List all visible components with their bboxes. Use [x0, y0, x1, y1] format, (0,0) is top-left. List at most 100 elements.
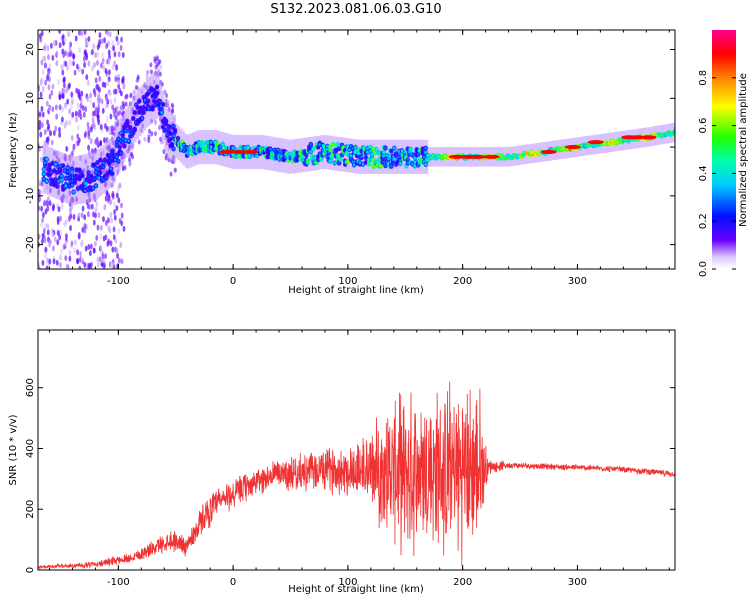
- spectrogram-cell: [152, 88, 156, 92]
- spectrogram-cell: [366, 146, 369, 150]
- spectrogram-cell: [176, 136, 180, 140]
- spectrogram-cell: [92, 43, 96, 50]
- spectrogram-cell: [173, 167, 177, 173]
- spectrogram-cell: [38, 124, 42, 131]
- spectrogram-cell: [424, 150, 428, 154]
- spectrogram-cell: [87, 125, 90, 132]
- spectrogram-cell: [89, 138, 93, 145]
- spectrogram-cell: [203, 148, 207, 152]
- spectrogram-cell: [119, 241, 123, 248]
- spectrogram-cell: [171, 103, 175, 109]
- spectrogram-cell: [89, 98, 93, 105]
- spectrogram-cell: [70, 103, 73, 110]
- spectrogram-cell: [205, 145, 208, 148]
- spectrogram-cell: [39, 91, 43, 98]
- spectrogram-cell: [160, 139, 164, 145]
- snr-x-tick-label: 0: [230, 577, 236, 588]
- spectrogram-cell: [373, 139, 376, 174]
- spectrogram-cell: [44, 79, 47, 86]
- spectrogram-cell: [416, 152, 420, 156]
- spectrogram-cell: [327, 154, 331, 157]
- spectrogram-cell: [42, 168, 46, 171]
- spectrogram-cell: [78, 94, 82, 101]
- spectrogram-cell: [87, 133, 91, 140]
- snr-y-axis-label: SNR (10 * v/v): [8, 414, 19, 485]
- spectrogram-cell: [67, 30, 71, 37]
- spectrogram-cell: [62, 244, 66, 251]
- spectrogram-cell: [114, 120, 118, 126]
- spectrogram-cell: [84, 106, 88, 113]
- spectrogram-cell: [87, 36, 91, 43]
- spectrogram-cell: [83, 214, 87, 221]
- spectrogram-cell: [117, 197, 121, 204]
- spectrogram-cell: [55, 60, 59, 67]
- spectrogram-cell: [102, 64, 106, 71]
- spectrogram-cell: [71, 111, 75, 118]
- spectrogram-cell: [128, 126, 132, 129]
- spectrogram-cell: [99, 233, 103, 240]
- spectrogram-cell: [105, 196, 109, 202]
- spectrogram-cell: [87, 174, 90, 178]
- spectrogram-cell: [63, 82, 66, 89]
- spectrogram-cell: [309, 150, 313, 154]
- spectrogram-cell: [102, 178, 105, 182]
- spectrogram-cell: [85, 74, 89, 81]
- spectrogram-cell: [104, 220, 108, 227]
- spectrogram-cell: [64, 176, 68, 180]
- spectrogram-cell: [61, 164, 65, 168]
- spectrogram-cell: [122, 225, 126, 232]
- spectrogram-cell: [50, 139, 54, 146]
- spectrogram-cell: [64, 60, 68, 67]
- spectrogram-cell: [150, 74, 153, 124]
- spectrogram-cell: [98, 32, 102, 39]
- spectrogram-cell: [94, 77, 98, 84]
- spectrogram-cell: [74, 239, 77, 246]
- spectrogram-cell: [63, 50, 67, 57]
- spectrogram-cell: [267, 151, 271, 155]
- spectrogram-cell: [321, 148, 325, 152]
- spectrogram-cell: [159, 64, 163, 70]
- spectrogram-cell: [121, 133, 125, 137]
- spectrogram-cell: [390, 149, 393, 153]
- spectrogram-cell: [60, 248, 63, 255]
- spectrogram-cell: [369, 145, 372, 149]
- spectrogram-cell: [360, 155, 363, 159]
- spectrogram-cell: [111, 40, 115, 47]
- spectrogram-cell: [77, 108, 81, 115]
- spectrogram-cell: [361, 162, 365, 166]
- spectrogram-cell: [122, 83, 126, 90]
- spectrogram-cell: [76, 102, 80, 109]
- spectrogram-cell: [121, 51, 125, 58]
- spectrogram-cell: [108, 125, 112, 131]
- spectrogram-cell: [47, 84, 51, 91]
- spectrogram-cell: [114, 237, 118, 244]
- spectrogram-cell: [171, 108, 175, 114]
- spectrogram-cell: [54, 162, 57, 166]
- spectrogram-cell: [46, 257, 49, 264]
- spectrogram-cell: [293, 151, 296, 155]
- spectrogram-cell: [137, 139, 141, 145]
- spectrogram-cell: [105, 176, 108, 180]
- spectrogram-cell: [54, 125, 58, 132]
- spectrogram-cell: [84, 245, 88, 252]
- spectrogram-cell: [99, 245, 103, 252]
- spectrogram-cell: [351, 146, 354, 150]
- spectrogram-cell: [87, 243, 91, 250]
- spectrogram-cell: [119, 44, 123, 51]
- spectrogram-cell: [390, 164, 393, 168]
- spectrogram-cell: [146, 99, 150, 103]
- spectrogram-cell: [119, 105, 123, 111]
- spectrogram-cell: [58, 30, 61, 34]
- spectrogram-cell: [231, 146, 235, 150]
- spectrogram-cell: [43, 200, 46, 207]
- spectrogram-cell: [45, 265, 49, 269]
- spectrogram-cell: [115, 105, 119, 112]
- spectrogram-cell: [117, 183, 121, 189]
- spectrogram-cell: [140, 116, 144, 120]
- spectrogram-cell: [87, 171, 90, 175]
- spectrogram-cell: [93, 163, 96, 167]
- spectrogram-cell: [119, 90, 123, 97]
- spectrogram-cell: [83, 261, 87, 268]
- spectrogram-cell: [51, 106, 55, 113]
- spectrogram-cell: [56, 218, 60, 225]
